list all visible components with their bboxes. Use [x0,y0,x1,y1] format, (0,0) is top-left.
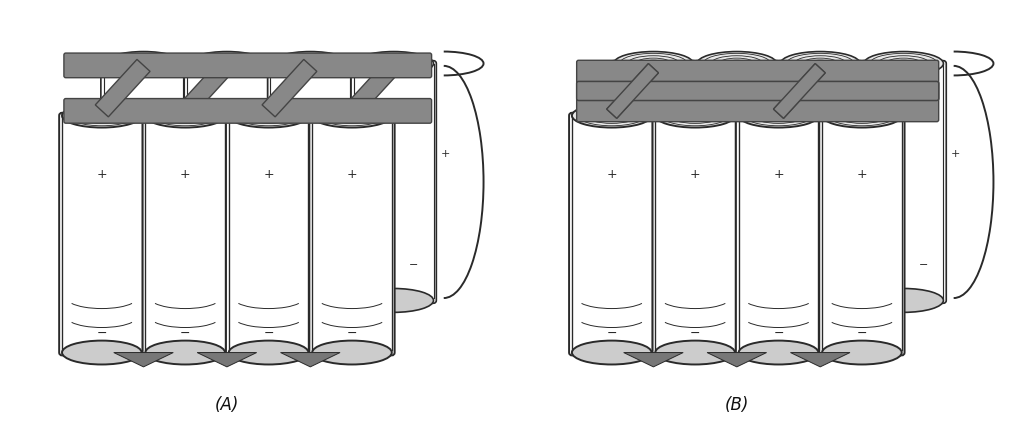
Ellipse shape [572,104,651,128]
Ellipse shape [354,52,433,76]
Polygon shape [262,59,316,117]
Text: (A): (A) [215,396,239,414]
Polygon shape [178,59,233,117]
Polygon shape [114,353,173,367]
FancyBboxPatch shape [861,61,946,303]
FancyBboxPatch shape [569,113,654,355]
FancyBboxPatch shape [577,60,939,122]
Text: +: + [180,168,190,181]
FancyBboxPatch shape [777,61,863,303]
Polygon shape [281,353,340,367]
Polygon shape [773,64,825,118]
FancyBboxPatch shape [577,81,939,100]
FancyBboxPatch shape [142,113,228,355]
Text: −: − [180,327,190,340]
Text: +: + [690,168,700,181]
FancyBboxPatch shape [184,61,269,303]
Text: −: − [347,327,357,340]
Ellipse shape [697,52,776,76]
FancyBboxPatch shape [819,113,904,355]
Ellipse shape [738,341,818,365]
Ellipse shape [187,289,266,312]
FancyBboxPatch shape [652,113,737,355]
FancyBboxPatch shape [694,61,779,303]
Ellipse shape [270,289,350,312]
FancyBboxPatch shape [100,61,186,303]
Text: +: + [606,168,617,181]
Text: −: − [409,260,418,270]
Ellipse shape [780,289,860,312]
FancyBboxPatch shape [63,99,431,123]
Ellipse shape [312,104,392,128]
Text: −: − [919,260,928,270]
FancyBboxPatch shape [440,61,483,302]
Ellipse shape [354,289,433,312]
Ellipse shape [572,341,651,365]
FancyBboxPatch shape [950,61,993,302]
Text: −: − [96,327,108,340]
FancyBboxPatch shape [577,81,939,100]
Ellipse shape [864,52,943,76]
Ellipse shape [270,52,350,76]
Polygon shape [707,353,767,367]
Text: +: + [441,149,451,159]
FancyBboxPatch shape [610,61,696,303]
Text: +: + [857,168,867,181]
Text: −: − [857,327,867,340]
FancyBboxPatch shape [351,61,436,303]
Ellipse shape [187,52,266,76]
Ellipse shape [228,341,308,365]
Text: +: + [951,149,961,159]
Text: −: − [773,327,783,340]
Polygon shape [95,59,151,117]
Text: −: − [606,327,617,340]
Polygon shape [791,353,850,367]
Ellipse shape [613,289,693,312]
Polygon shape [857,64,908,118]
Text: −: − [263,327,273,340]
Polygon shape [606,64,658,118]
Polygon shape [606,64,658,118]
Ellipse shape [822,104,902,128]
FancyBboxPatch shape [267,61,353,303]
FancyBboxPatch shape [59,113,144,355]
Text: (B): (B) [725,396,749,414]
Ellipse shape [228,104,308,128]
Ellipse shape [697,289,776,312]
Text: +: + [263,168,273,181]
Ellipse shape [62,104,141,128]
Text: +: + [773,168,783,181]
Ellipse shape [62,341,141,365]
Polygon shape [624,353,683,367]
FancyBboxPatch shape [226,113,311,355]
Text: −: − [690,327,700,340]
Polygon shape [773,64,825,118]
Ellipse shape [655,104,735,128]
FancyBboxPatch shape [309,113,394,355]
Ellipse shape [145,104,225,128]
Ellipse shape [780,52,860,76]
Ellipse shape [655,341,735,365]
Polygon shape [345,59,400,117]
Ellipse shape [145,341,225,365]
Polygon shape [198,353,257,367]
Text: +: + [347,168,357,181]
Ellipse shape [103,289,183,312]
Ellipse shape [312,341,392,365]
Ellipse shape [864,289,943,312]
Ellipse shape [738,104,818,128]
Ellipse shape [103,52,183,76]
Ellipse shape [613,52,693,76]
Ellipse shape [822,341,902,365]
Text: +: + [96,168,108,181]
Polygon shape [690,64,741,118]
FancyBboxPatch shape [736,113,821,355]
FancyBboxPatch shape [63,53,431,78]
